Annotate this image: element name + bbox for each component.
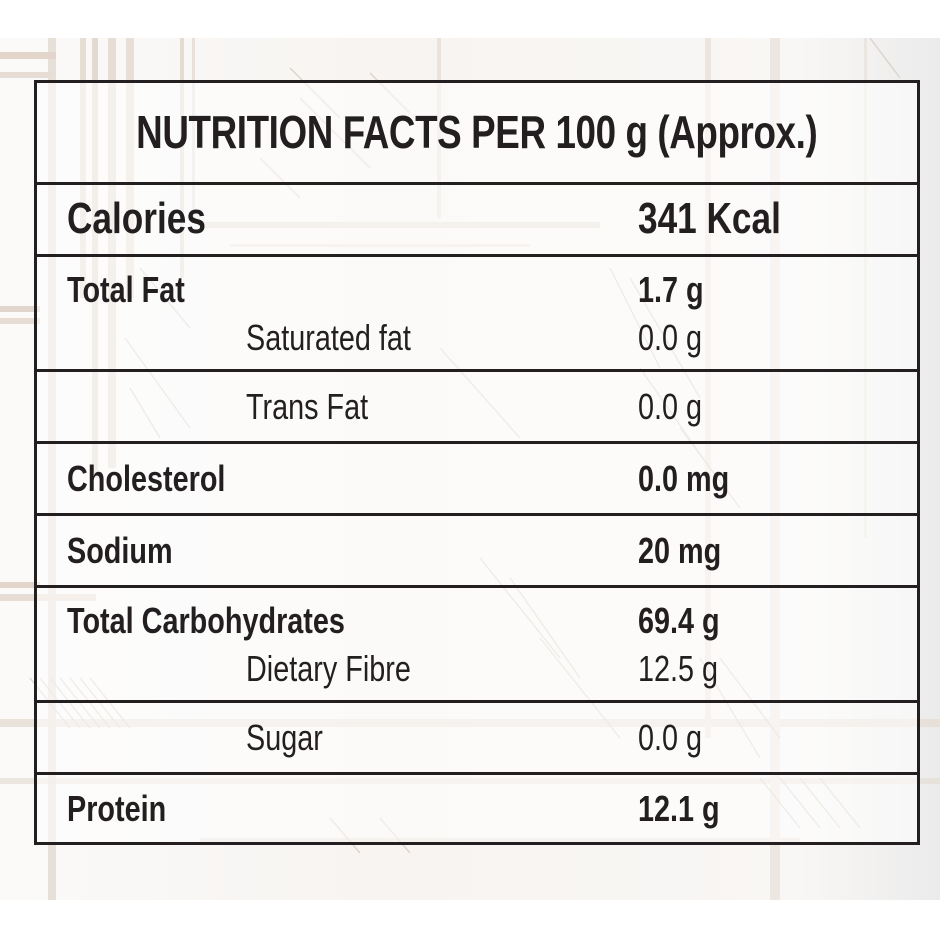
nutrient-sub-label: Sugar xyxy=(246,717,323,758)
nutrient-sub-label: Dietary Fibre xyxy=(246,648,411,689)
nutrient-sub-label: Trans Fat xyxy=(246,386,369,427)
nutrient-value: 341 Kcal xyxy=(638,194,781,243)
nutrition-facts-panel: NUTRITION FACTS PER 100 g (Approx.) Calo… xyxy=(34,80,920,845)
row-cholesterol: Cholesterol 0.0 mg xyxy=(37,444,917,516)
row-sodium: Sodium 20 mg xyxy=(37,516,917,588)
nutrient-label: Total Fat xyxy=(67,269,185,310)
nutrient-label: Cholesterol xyxy=(67,458,226,499)
row-trans-fat: Trans Fat 0.0 g xyxy=(37,372,917,444)
nutrient-label: Sodium xyxy=(67,530,173,571)
row-protein: Protein 12.1 g xyxy=(37,775,917,842)
row-calories: Calories 341 Kcal xyxy=(37,185,917,257)
nutrient-value: 20 mg xyxy=(638,530,722,571)
row-total-carbohydrates: Total Carbohydrates 69.4 g Dietary Fibre… xyxy=(37,588,917,703)
nutrient-sub-value: 0.0 g xyxy=(638,317,703,358)
nutrient-sub-value: 0.0 g xyxy=(638,717,703,758)
nutrient-label: Calories xyxy=(67,194,206,243)
row-total-fat: Total Fat 1.7 g Saturated fat 0.0 g xyxy=(37,257,917,372)
nutrient-label: Total Carbohydrates xyxy=(67,600,345,641)
panel-title: NUTRITION FACTS PER 100 g (Approx.) xyxy=(136,106,818,158)
nutrient-label: Protein xyxy=(67,788,167,829)
nutrient-value: 12.1 g xyxy=(638,788,720,829)
nutrient-value: 0.0 mg xyxy=(638,458,730,499)
nutrient-sub-value: 0.0 g xyxy=(638,386,703,427)
header-row: NUTRITION FACTS PER 100 g (Approx.) xyxy=(37,83,917,185)
nutrient-sub-label: Saturated fat xyxy=(246,317,411,358)
nutrient-value: 1.7 g xyxy=(638,269,704,310)
nutrient-sub-value: 12.5 g xyxy=(638,648,719,689)
row-sugar: Sugar 0.0 g xyxy=(37,703,917,775)
nutrient-value: 69.4 g xyxy=(638,600,720,641)
